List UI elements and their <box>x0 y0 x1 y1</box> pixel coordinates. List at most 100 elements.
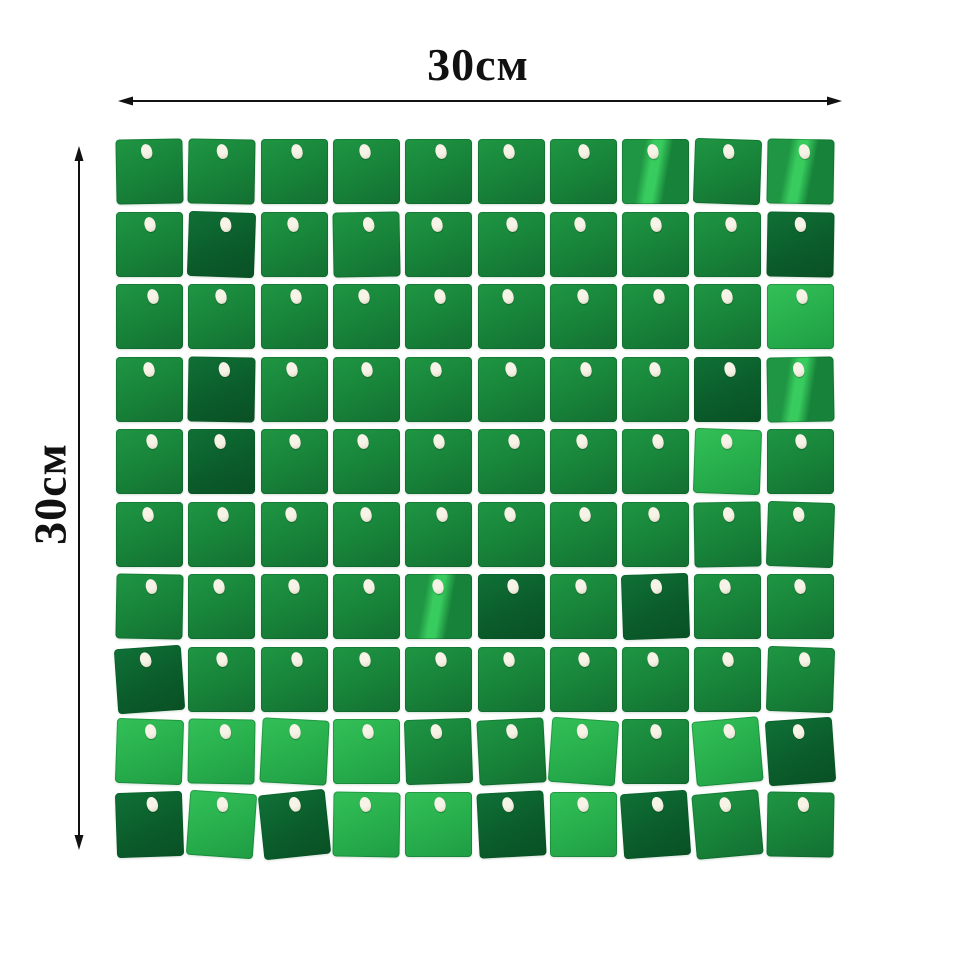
sequin-pin <box>721 505 736 523</box>
sequin <box>332 501 400 567</box>
sequin <box>766 574 834 639</box>
sequin <box>622 501 690 567</box>
sequin-pin <box>578 505 593 523</box>
sequin <box>332 356 400 422</box>
sequin <box>477 356 545 422</box>
sequin <box>691 716 765 787</box>
sequin-pin <box>215 795 229 813</box>
sequin-pin <box>505 577 521 596</box>
sequin-pin <box>138 142 154 161</box>
sequin <box>332 139 400 204</box>
sequin <box>694 284 762 349</box>
sequin <box>188 574 256 639</box>
sequin <box>619 789 692 859</box>
sequin <box>187 210 257 278</box>
sequin-pin <box>647 360 662 378</box>
sequin <box>332 790 401 858</box>
sequin-pin <box>648 722 663 741</box>
sequin-pin <box>428 722 444 741</box>
sequin-pin <box>574 577 589 596</box>
sequin-pin <box>141 360 156 378</box>
sequin-pin <box>428 360 443 378</box>
sequin-pin <box>723 215 739 233</box>
sequin-pin <box>501 650 517 668</box>
sequin-pin <box>790 360 806 378</box>
sequin-pin <box>214 650 229 668</box>
sequin <box>622 719 690 784</box>
sequin <box>622 211 690 277</box>
sequin-pin <box>501 142 517 161</box>
sequin <box>477 501 545 567</box>
sequin <box>260 429 328 494</box>
sequin-pin <box>722 360 738 378</box>
sequin <box>116 429 183 494</box>
sequin <box>260 284 328 349</box>
sequin <box>405 791 473 857</box>
sequin-pin <box>433 650 448 668</box>
sequin <box>188 284 256 349</box>
sequin <box>405 429 473 494</box>
sequin-pin <box>792 215 807 233</box>
sequin-pin <box>284 360 300 378</box>
sequin <box>475 789 547 859</box>
sequin <box>188 501 256 567</box>
sequin <box>622 356 690 422</box>
sequin <box>115 138 184 205</box>
sequin <box>694 211 762 277</box>
sequin-pin <box>143 577 158 596</box>
sequin <box>187 355 256 423</box>
sequin-pin <box>719 432 734 450</box>
sequin <box>114 717 185 786</box>
sequin-pin <box>646 505 661 523</box>
sequin-pin <box>506 432 522 451</box>
sequin <box>115 573 184 640</box>
sequin <box>405 284 473 349</box>
sequin-pin <box>431 432 446 451</box>
sequin <box>691 788 765 860</box>
top-dimension-label: 30см <box>427 39 529 90</box>
sequin-pin <box>579 360 594 378</box>
sequin-pin <box>645 650 660 668</box>
sequin <box>116 284 183 349</box>
sequin <box>766 790 835 858</box>
sequin-pin <box>357 287 372 306</box>
sequin <box>477 139 545 204</box>
sequin <box>477 574 545 639</box>
sequin-pin <box>215 142 230 161</box>
sequin-pin <box>286 577 302 596</box>
sequin-pin <box>577 650 592 668</box>
sequin <box>404 717 474 786</box>
sequin <box>765 500 835 568</box>
sequin <box>693 427 763 496</box>
sequin-pin <box>717 577 733 596</box>
sequin-pin <box>432 287 447 306</box>
sequin-pin <box>793 577 808 596</box>
sequin-pin <box>358 650 373 668</box>
sequin-pin <box>289 650 305 668</box>
sequin <box>405 356 473 422</box>
sequin-pin <box>286 794 302 813</box>
sequin <box>764 716 836 787</box>
sequin-pin <box>651 287 666 306</box>
sequin <box>693 137 763 206</box>
sequin-pin <box>361 722 376 741</box>
sequin <box>549 791 617 857</box>
sequin <box>547 716 619 787</box>
sequin-pin <box>790 505 805 523</box>
vertical-dimension-arrow <box>74 146 84 850</box>
sequin <box>477 284 545 349</box>
sequin <box>260 646 328 712</box>
sequin <box>549 429 617 494</box>
sequin-pin <box>285 215 301 233</box>
sequin-pin <box>289 142 305 161</box>
sequin-pin <box>434 505 449 523</box>
sequin <box>766 355 835 423</box>
sequin-pin <box>504 215 520 233</box>
sequin-pin <box>359 505 374 523</box>
sequin-pin <box>648 577 664 596</box>
sequin <box>332 284 400 349</box>
sequin <box>405 646 473 712</box>
sequin <box>257 788 331 860</box>
sequin-pin <box>575 432 590 451</box>
